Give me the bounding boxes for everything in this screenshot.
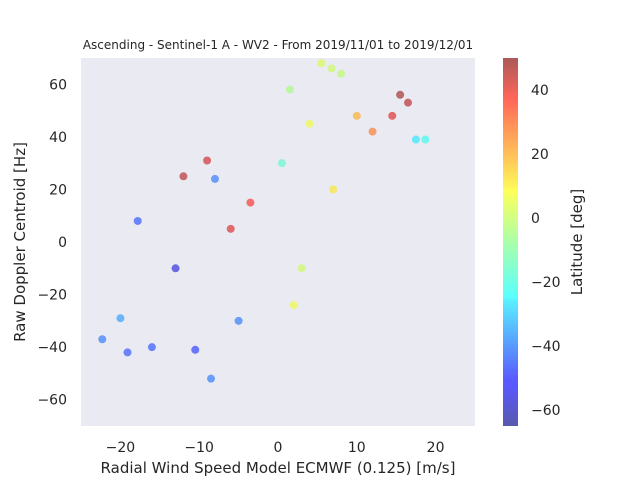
scatter-point: [327, 64, 336, 73]
colorbar-tick-label: 0: [531, 211, 540, 227]
y-tick-label: −20: [37, 288, 67, 304]
scatter-point: [123, 348, 132, 357]
x-axis-label: Radial Wind Speed Model ECMWF (0.125) [m…: [101, 459, 456, 477]
chart-title: Ascending - Sentinel-1 A - WV2 - From 20…: [83, 38, 473, 52]
colorbar-label: Latitude [deg]: [568, 189, 586, 295]
scatter-point: [226, 224, 235, 233]
x-tick-label: −20: [106, 440, 136, 456]
scatter-point: [396, 90, 405, 99]
scatter-point: [210, 174, 219, 183]
scatter-point: [179, 172, 188, 181]
y-axis-label: Raw Doppler Centroid [Hz]: [11, 142, 29, 342]
scatter-point: [246, 198, 255, 207]
scatter-point: [411, 135, 420, 144]
colorbar-tick-label: −60: [531, 403, 561, 419]
scatter-point: [234, 316, 243, 325]
scatter-point: [147, 343, 156, 352]
y-tick-label: −40: [37, 340, 67, 356]
scatter-point: [317, 59, 326, 68]
y-tick-labels: −60 −40 −20 0 20 40 60: [37, 77, 67, 408]
colorbar-tick-label: −20: [531, 275, 561, 291]
scatter-point: [133, 216, 142, 225]
colorbar-tick-label: 40: [531, 83, 549, 99]
scatter-point: [203, 156, 212, 165]
colorbar-tick-label: −40: [531, 339, 561, 355]
colorbar-tick-labels: −60 −40 −20 0 20 40: [531, 83, 561, 419]
y-tick-label: 40: [49, 130, 67, 146]
scatter-point: [116, 314, 125, 323]
scatter-point: [297, 264, 306, 273]
scatter-point: [98, 335, 107, 344]
scatter-point: [337, 69, 346, 78]
colorbar-tick-label: 20: [531, 147, 549, 163]
scatter-point: [368, 127, 377, 136]
scatter-point: [388, 111, 397, 120]
scatter-point: [404, 98, 413, 107]
x-tick-label: −10: [184, 440, 214, 456]
y-tick-label: 20: [49, 182, 67, 198]
scatter-point: [352, 111, 361, 120]
scatter-point: [329, 185, 338, 194]
y-tick-label: −60: [37, 393, 67, 409]
scatter-point: [207, 374, 216, 383]
plot-area: [81, 58, 475, 426]
x-tick-label: 10: [348, 440, 366, 456]
scatter-point: [285, 85, 294, 94]
colorbar: [503, 58, 518, 426]
y-tick-label: 60: [49, 77, 67, 93]
x-tick-labels: −20 −10 0 10 20: [106, 440, 445, 456]
scatter-point: [277, 159, 286, 168]
scatter-point: [421, 135, 430, 144]
x-tick-label: 20: [427, 440, 445, 456]
points-layer: [98, 59, 430, 383]
y-tick-label: 0: [58, 235, 67, 251]
scatter-point: [289, 301, 298, 310]
x-tick-label: 0: [274, 440, 283, 456]
scatter-point: [171, 264, 180, 273]
scatter-point: [191, 345, 200, 354]
scatter-point: [305, 119, 314, 128]
